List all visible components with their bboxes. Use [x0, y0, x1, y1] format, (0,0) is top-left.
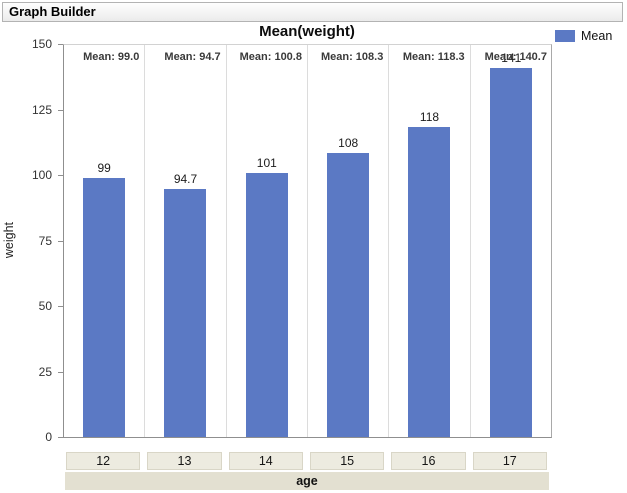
plot-column: Mean: 94.7 94.7 — [145, 45, 227, 437]
y-tick-mark — [58, 371, 64, 373]
plot-column: Mean: 108.3 108 — [308, 45, 390, 437]
y-tick-label: 50 — [38, 299, 52, 313]
x-axis: 12 13 14 15 16 17 age — [63, 452, 551, 490]
mean-caption: Mean: 108.3 — [320, 51, 384, 63]
bar-value-label: 99 — [97, 160, 111, 175]
y-tick-label: 0 — [45, 430, 52, 444]
y-tick-label: 125 — [31, 102, 52, 117]
mean-bar[interactable] — [83, 177, 126, 437]
y-tick-mark — [58, 44, 64, 45]
outline-title: Graph Builder — [9, 4, 96, 19]
bar-value-label: 101 — [256, 155, 277, 170]
x-category-box[interactable]: 14 — [228, 452, 303, 470]
mean-bar[interactable] — [408, 127, 451, 437]
mean-bar[interactable] — [490, 68, 533, 437]
mean-caption: Mean: 140.7 — [484, 51, 547, 63]
x-category-box[interactable]: 16 — [391, 452, 466, 470]
plot-column: Mean: 140.7 141 — [471, 45, 552, 437]
bar-value-label: 94.7 — [173, 171, 198, 186]
x-category-box[interactable]: 15 — [310, 452, 385, 470]
bar-value-label: 108 — [338, 136, 359, 151]
plot-area: Mean: 99.0 99 Mean: 94.7 94.7 Mean: 100.8 101… — [63, 44, 552, 438]
y-tick-mark — [58, 306, 64, 307]
y-tick-mark — [58, 109, 64, 111]
y-tick-label: 75 — [38, 233, 52, 248]
y-axis-ticks: 0 25 50 75 100 125 150 — [14, 37, 64, 444]
plot-column: Mean: 118.3 118 — [389, 45, 471, 437]
y-tick-label: 100 — [31, 168, 52, 182]
y-tick-mark — [58, 240, 64, 242]
y-tick-mark — [58, 175, 64, 176]
mean-caption: Mean: 94.7 — [164, 51, 221, 63]
mean-caption: Mean: 118.3 — [402, 51, 465, 63]
x-axis-title[interactable]: age — [65, 472, 549, 490]
bar-value-label: 141 — [501, 51, 522, 66]
plot-column: Mean: 99.0 99 — [64, 45, 146, 437]
y-tick-label: 150 — [31, 37, 52, 51]
x-category-box[interactable]: 17 — [472, 452, 547, 470]
mean-caption: Mean: 100.8 — [239, 51, 302, 63]
mean-bar[interactable] — [245, 172, 288, 437]
legend: Mean — [555, 29, 612, 43]
mean-caption: Mean: 99.0 — [83, 51, 140, 63]
y-tick-mark — [58, 437, 64, 438]
mean-bar[interactable] — [164, 188, 207, 437]
plot-column: Mean: 100.8 101 — [227, 45, 308, 437]
chart-title: Mean(weight) — [259, 23, 355, 40]
bar-value-label: 118 — [419, 110, 440, 125]
y-tick-label: 25 — [38, 364, 52, 379]
legend-label: Mean — [581, 29, 613, 43]
x-axis-title-label: age — [296, 474, 318, 488]
x-category-box[interactable]: 12 — [66, 452, 141, 470]
legend-swatch-icon[interactable] — [555, 30, 575, 42]
x-category-box[interactable]: 13 — [147, 452, 222, 470]
outline-header[interactable]: Graph Builder — [2, 2, 623, 22]
mean-bar[interactable] — [327, 153, 370, 437]
